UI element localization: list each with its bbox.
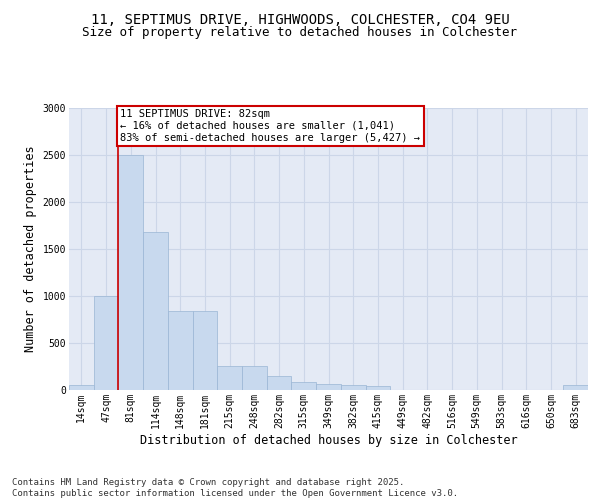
Bar [143,232,168,390]
Bar [242,366,267,390]
Bar [316,384,341,390]
Bar [563,386,588,390]
Bar [69,386,94,390]
Bar [168,311,193,390]
Bar [292,382,316,390]
Bar [193,311,217,390]
Text: Size of property relative to detached houses in Colchester: Size of property relative to detached ho… [83,26,517,39]
Bar [341,386,365,390]
Bar [94,296,118,390]
Text: Contains HM Land Registry data © Crown copyright and database right 2025.
Contai: Contains HM Land Registry data © Crown c… [12,478,458,498]
Y-axis label: Number of detached properties: Number of detached properties [24,146,37,352]
Bar [217,366,242,390]
Text: 11, SEPTIMUS DRIVE, HIGHWOODS, COLCHESTER, CO4 9EU: 11, SEPTIMUS DRIVE, HIGHWOODS, COLCHESTE… [91,12,509,26]
Bar [118,154,143,390]
Bar [365,386,390,390]
X-axis label: Distribution of detached houses by size in Colchester: Distribution of detached houses by size … [140,434,517,446]
Text: 11 SEPTIMUS DRIVE: 82sqm
← 16% of detached houses are smaller (1,041)
83% of sem: 11 SEPTIMUS DRIVE: 82sqm ← 16% of detach… [121,110,421,142]
Bar [267,376,292,390]
